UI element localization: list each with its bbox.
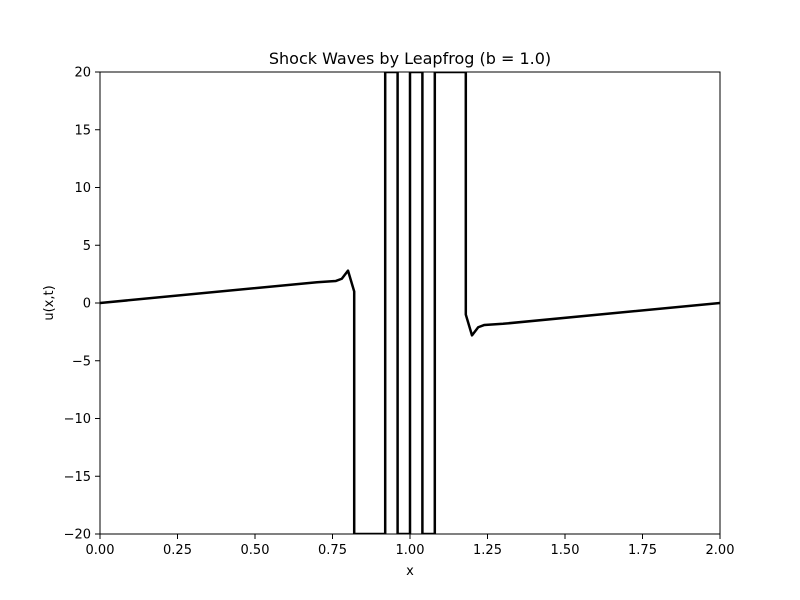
x-tick-label: 1.25	[473, 543, 502, 558]
x-tick-label: 1.50	[551, 543, 580, 558]
x-tick-label: 2.00	[706, 543, 735, 558]
y-tick-label: 5	[83, 239, 91, 254]
x-tick-label: 0.50	[241, 543, 270, 558]
x-tick-label: 1.75	[628, 543, 657, 558]
y-tick-label: 10	[74, 181, 91, 196]
x-tick-label: 0.00	[86, 543, 115, 558]
chart-title: Shock Waves by Leapfrog (b = 1.0)	[269, 49, 551, 68]
series-line-1	[100, 72, 720, 534]
y-tick-label: 15	[74, 123, 91, 138]
y-axis-label: u(x,t)	[42, 285, 57, 320]
x-tick-label: 1.00	[396, 543, 425, 558]
x-tick-label: 0.25	[163, 543, 192, 558]
y-tick-label: −15	[64, 470, 91, 485]
y-tick-label: 20	[74, 66, 91, 81]
y-tick-label: −5	[72, 354, 91, 369]
x-axis-label: x	[406, 564, 414, 579]
x-tick-label: 0.75	[318, 543, 347, 558]
y-tick-label: 0	[83, 297, 91, 312]
y-tick-label: −10	[64, 412, 91, 427]
y-tick-label: −20	[64, 528, 91, 543]
